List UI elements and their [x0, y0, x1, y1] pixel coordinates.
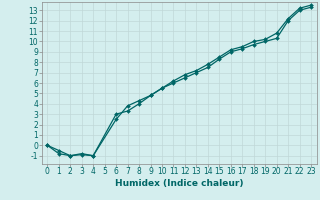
- X-axis label: Humidex (Indice chaleur): Humidex (Indice chaleur): [115, 179, 244, 188]
